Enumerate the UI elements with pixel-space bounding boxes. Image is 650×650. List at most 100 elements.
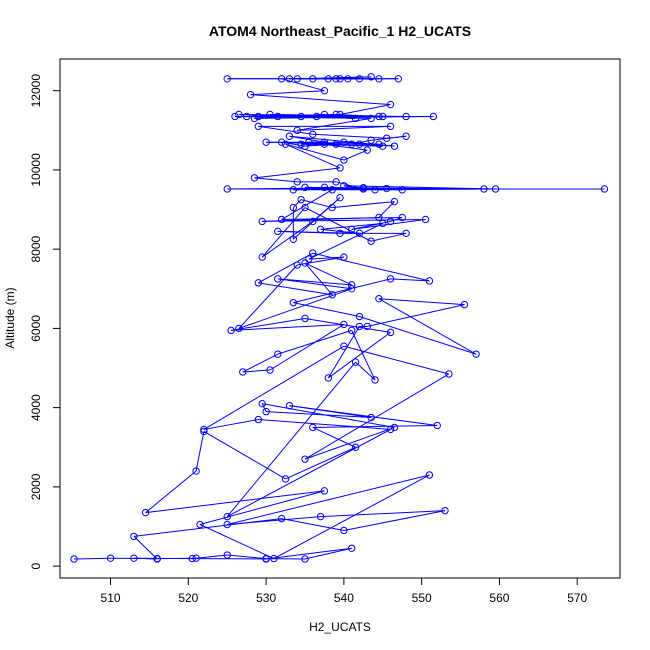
series-segment <box>196 554 228 559</box>
data-point <box>425 471 434 479</box>
data-point <box>351 114 360 123</box>
data-point <box>231 112 239 121</box>
data-point <box>192 554 200 562</box>
y-tick-label: 6000 <box>29 315 43 342</box>
data-point <box>402 112 410 121</box>
series-segment <box>285 143 341 169</box>
data-point <box>274 112 282 121</box>
data-point <box>223 520 231 529</box>
series-segment <box>308 222 383 260</box>
data-point <box>277 514 286 523</box>
series-segment <box>277 278 352 286</box>
data-point <box>320 140 329 148</box>
series-segment <box>258 419 391 430</box>
y-tick-label: 2000 <box>29 473 43 500</box>
data-point <box>200 427 208 436</box>
series-segment <box>285 446 356 480</box>
series-segment <box>300 199 333 209</box>
data-point <box>351 443 360 451</box>
data-point <box>379 112 387 121</box>
data-point <box>227 326 235 335</box>
series-segment <box>242 353 279 373</box>
series-segment <box>262 218 426 222</box>
data-point <box>433 421 441 430</box>
data-point <box>379 219 387 228</box>
chart-title: ATOM4 Northeast_Pacific_1 H2_UCATS <box>209 23 471 39</box>
series-segment <box>335 181 364 190</box>
series-segment <box>250 94 391 106</box>
data-point <box>402 229 410 238</box>
data-point <box>340 253 348 261</box>
series-segment <box>261 403 267 412</box>
series-segment <box>254 177 298 183</box>
series-segment <box>351 330 376 381</box>
data-point <box>390 423 399 432</box>
data-point <box>188 554 196 563</box>
data-point <box>359 185 368 193</box>
series-segment <box>304 262 333 296</box>
data-point <box>309 75 317 83</box>
series-segment <box>231 318 306 331</box>
series-segment <box>289 135 337 145</box>
data-point <box>472 350 480 358</box>
data-point <box>309 217 317 226</box>
data-point <box>274 227 282 236</box>
data-point <box>239 368 247 376</box>
series-segment <box>242 369 271 373</box>
data-point <box>328 203 336 212</box>
data-point <box>293 75 301 83</box>
data-point <box>491 185 500 193</box>
data-point <box>254 112 263 121</box>
data-point <box>301 183 309 192</box>
data-point <box>320 183 329 192</box>
y-tick-label: 8000 <box>29 235 43 262</box>
series-segment <box>343 510 446 531</box>
data-point <box>429 112 438 121</box>
data-point <box>480 185 488 193</box>
series-segment <box>374 188 496 191</box>
data-point <box>289 298 298 307</box>
data-point <box>421 215 430 224</box>
data-point <box>266 110 274 119</box>
series-segment <box>227 474 430 526</box>
series-segment <box>304 207 372 242</box>
series-segment <box>199 524 275 560</box>
data-point <box>367 237 375 245</box>
data-point <box>367 73 375 81</box>
data-point <box>332 110 340 119</box>
data-point <box>371 186 379 194</box>
series-segment <box>343 345 450 375</box>
data-point <box>382 134 391 142</box>
data-point <box>324 75 333 83</box>
data-point <box>309 130 317 138</box>
series-segment <box>285 143 345 161</box>
data-point <box>285 132 294 140</box>
data-point <box>336 110 344 119</box>
data-point <box>262 407 270 416</box>
series-segment <box>292 199 302 208</box>
data-point <box>390 142 399 150</box>
series-segment <box>250 90 325 96</box>
series-segment <box>289 405 372 419</box>
series-segment <box>312 426 356 448</box>
series-segment <box>238 264 298 329</box>
data-point <box>355 75 364 83</box>
series-segment <box>266 547 352 560</box>
series-segment <box>293 278 391 304</box>
x-axis: 510 520 530 540 550 560 570 <box>101 577 588 605</box>
series-segment <box>281 78 325 92</box>
data-point <box>301 314 309 323</box>
data-point <box>301 259 309 267</box>
series-segment <box>145 490 325 514</box>
series-segment <box>304 262 352 286</box>
data-point <box>328 291 336 299</box>
x-tick-label: 550 <box>412 591 432 605</box>
data-point <box>324 374 333 382</box>
data-point <box>297 195 305 204</box>
series-segment <box>320 510 446 518</box>
series-segment <box>261 221 314 258</box>
series-segment <box>304 426 395 460</box>
series-segment <box>343 149 368 161</box>
data-point <box>320 138 329 146</box>
